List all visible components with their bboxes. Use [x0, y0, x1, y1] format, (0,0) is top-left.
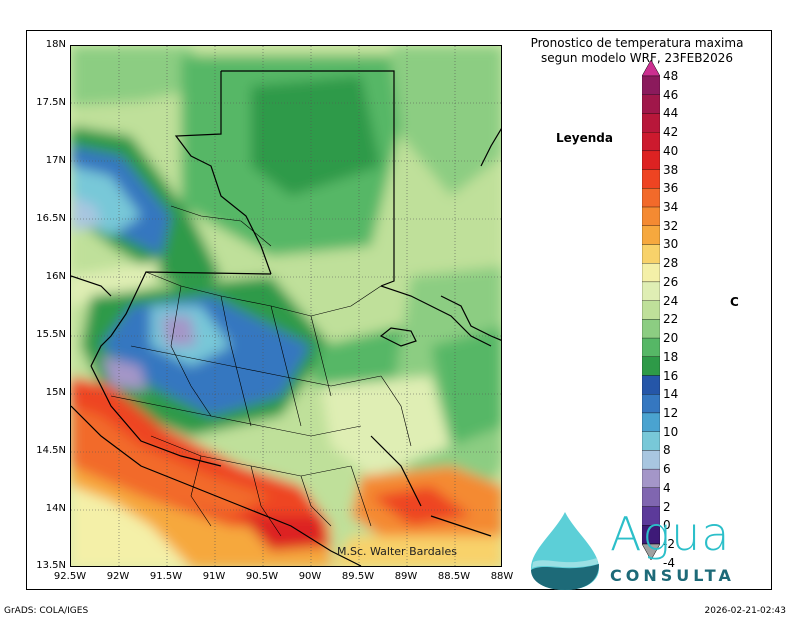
water-drop-icon: [531, 512, 599, 590]
title-line-1: Pronostico de temperatura maxima: [530, 36, 744, 50]
colorbar-swatch: [642, 450, 660, 470]
legend-title: Leyenda: [556, 131, 613, 145]
colorbar-swatch: [642, 394, 660, 414]
colorbar-tick-label: 44: [663, 106, 679, 121]
lon-tick-label: 88W: [490, 571, 514, 582]
colorbar-swatch: [642, 169, 660, 189]
colorbar-tick-label: 2: [663, 499, 671, 514]
footer-timestamp: 2026-02-21-02:43: [704, 606, 787, 616]
colorbar-swatch: [642, 94, 660, 114]
colorbar-tick-label: 38: [663, 162, 679, 177]
lon-tick-label: 91.5W: [149, 571, 183, 582]
map-svg: [71, 46, 501, 566]
lon-tick-label: 90W: [298, 571, 322, 582]
lon-tick-label: 91W: [202, 571, 226, 582]
colorbar-swatch: [642, 431, 660, 451]
lat-tick-label: 18N: [45, 39, 66, 50]
colorbar-tick-label: -2: [663, 537, 675, 551]
colorbar-tick-label: 12: [663, 405, 679, 420]
colorbar-tick-label: 14: [663, 387, 679, 402]
colorbar-tick-label: 36: [663, 181, 679, 196]
lon-tick-label: 89.5W: [341, 571, 375, 582]
lon-tick-label: 89W: [394, 571, 418, 582]
lon-tick-label: 92.5W: [53, 571, 87, 582]
lat-tick-label: 17.5N: [36, 97, 66, 108]
lon-tick-label: 88.5W: [437, 571, 471, 582]
colorbar-tick-label: 24: [663, 293, 679, 308]
colorbar-tick-label: 48: [663, 69, 679, 83]
colorbar-tick-label: 46: [663, 87, 679, 102]
colorbar-swatch: [642, 225, 660, 245]
colorbar-tick-label: 4: [663, 480, 671, 495]
borders: [71, 70, 492, 537]
lat-tick-label: 14N: [45, 503, 66, 514]
temperature-field: [71, 46, 501, 566]
figure-title: Pronostico de temperatura maxima segun m…: [506, 36, 768, 66]
colorbar: [642, 60, 660, 560]
lat-tick-label: 17N: [45, 155, 66, 166]
lat-tick-label: 13.5N: [36, 560, 66, 571]
colorbar-swatch: [642, 412, 660, 432]
lon-tick-label: 92W: [106, 571, 130, 582]
department-lines: [110, 205, 412, 537]
lat-tick-label: 15.5N: [36, 329, 66, 340]
colorbar-top-arrow: [642, 60, 660, 77]
agua-consulta-logo: [525, 510, 765, 590]
colorbar-tick-label: 42: [663, 125, 679, 140]
title-line-2: segun modelo WRF, 23FEB2026: [540, 51, 734, 65]
colorbar-tick-label: 10: [663, 424, 679, 439]
colorbar-tick-label: 34: [663, 200, 679, 215]
lat-tick-label: 15N: [45, 387, 66, 398]
lat-tick-label: 14.5N: [36, 445, 66, 456]
colorbar-swatch: [642, 206, 660, 226]
colorbar-tick-label: 16: [663, 368, 679, 383]
colorbar-tick-label: 30: [663, 237, 679, 252]
colorbar-tick-label: 0: [663, 518, 671, 533]
units-label: C: [730, 295, 739, 309]
colorbar-swatch: [642, 337, 660, 357]
colorbar-swatch: [642, 150, 660, 170]
colorbar-tick-label: 40: [663, 143, 679, 158]
footer-software-credit: GrADS: COLA/IGES: [4, 606, 89, 616]
colorbar-swatch: [642, 300, 660, 320]
colorbar-swatch: [642, 244, 660, 264]
coastline: [71, 128, 501, 566]
colorbar-tick-label: -4: [663, 555, 675, 570]
colorbar-swatch: [642, 281, 660, 301]
colorbar-swatch: [642, 113, 660, 133]
colorbar-tick-label: 18: [663, 349, 679, 364]
colorbar-swatch: [642, 188, 660, 208]
lat-tick-label: 16N: [45, 271, 66, 282]
colorbar-swatch: [642, 319, 660, 339]
colorbar-tick-label: 6: [663, 462, 671, 477]
graticule: [71, 46, 501, 566]
colorbar-swatch: [642, 75, 660, 95]
colorbar-bottom-arrow: [642, 543, 660, 560]
colorbar-tick-label: 28: [663, 256, 679, 271]
colorbar-swatch: [642, 132, 660, 152]
lon-tick-label: 90.5W: [245, 571, 279, 582]
figure-frame: [26, 30, 772, 590]
colorbar-tick-label: 32: [663, 218, 679, 233]
colorbar-swatch: [642, 356, 660, 376]
lat-tick-label: 16.5N: [36, 213, 66, 224]
colorbar-tick-label: 8: [663, 443, 671, 458]
temperature-map: [70, 45, 502, 567]
colorbar-tick-label: 20: [663, 331, 679, 346]
author-credit: M.Sc. Walter Bardales: [337, 545, 457, 558]
logo-subtitle: CONSULTA: [610, 566, 735, 585]
colorbar-tick-label: 26: [663, 274, 679, 289]
colorbar-swatch: [642, 263, 660, 283]
logo-wordmark: Agua: [610, 507, 731, 561]
colorbar-swatch: [642, 487, 660, 507]
colorbar-swatch: [642, 375, 660, 395]
colorbar-tick-label: 22: [663, 312, 679, 327]
colorbar-swatch: [642, 468, 660, 488]
